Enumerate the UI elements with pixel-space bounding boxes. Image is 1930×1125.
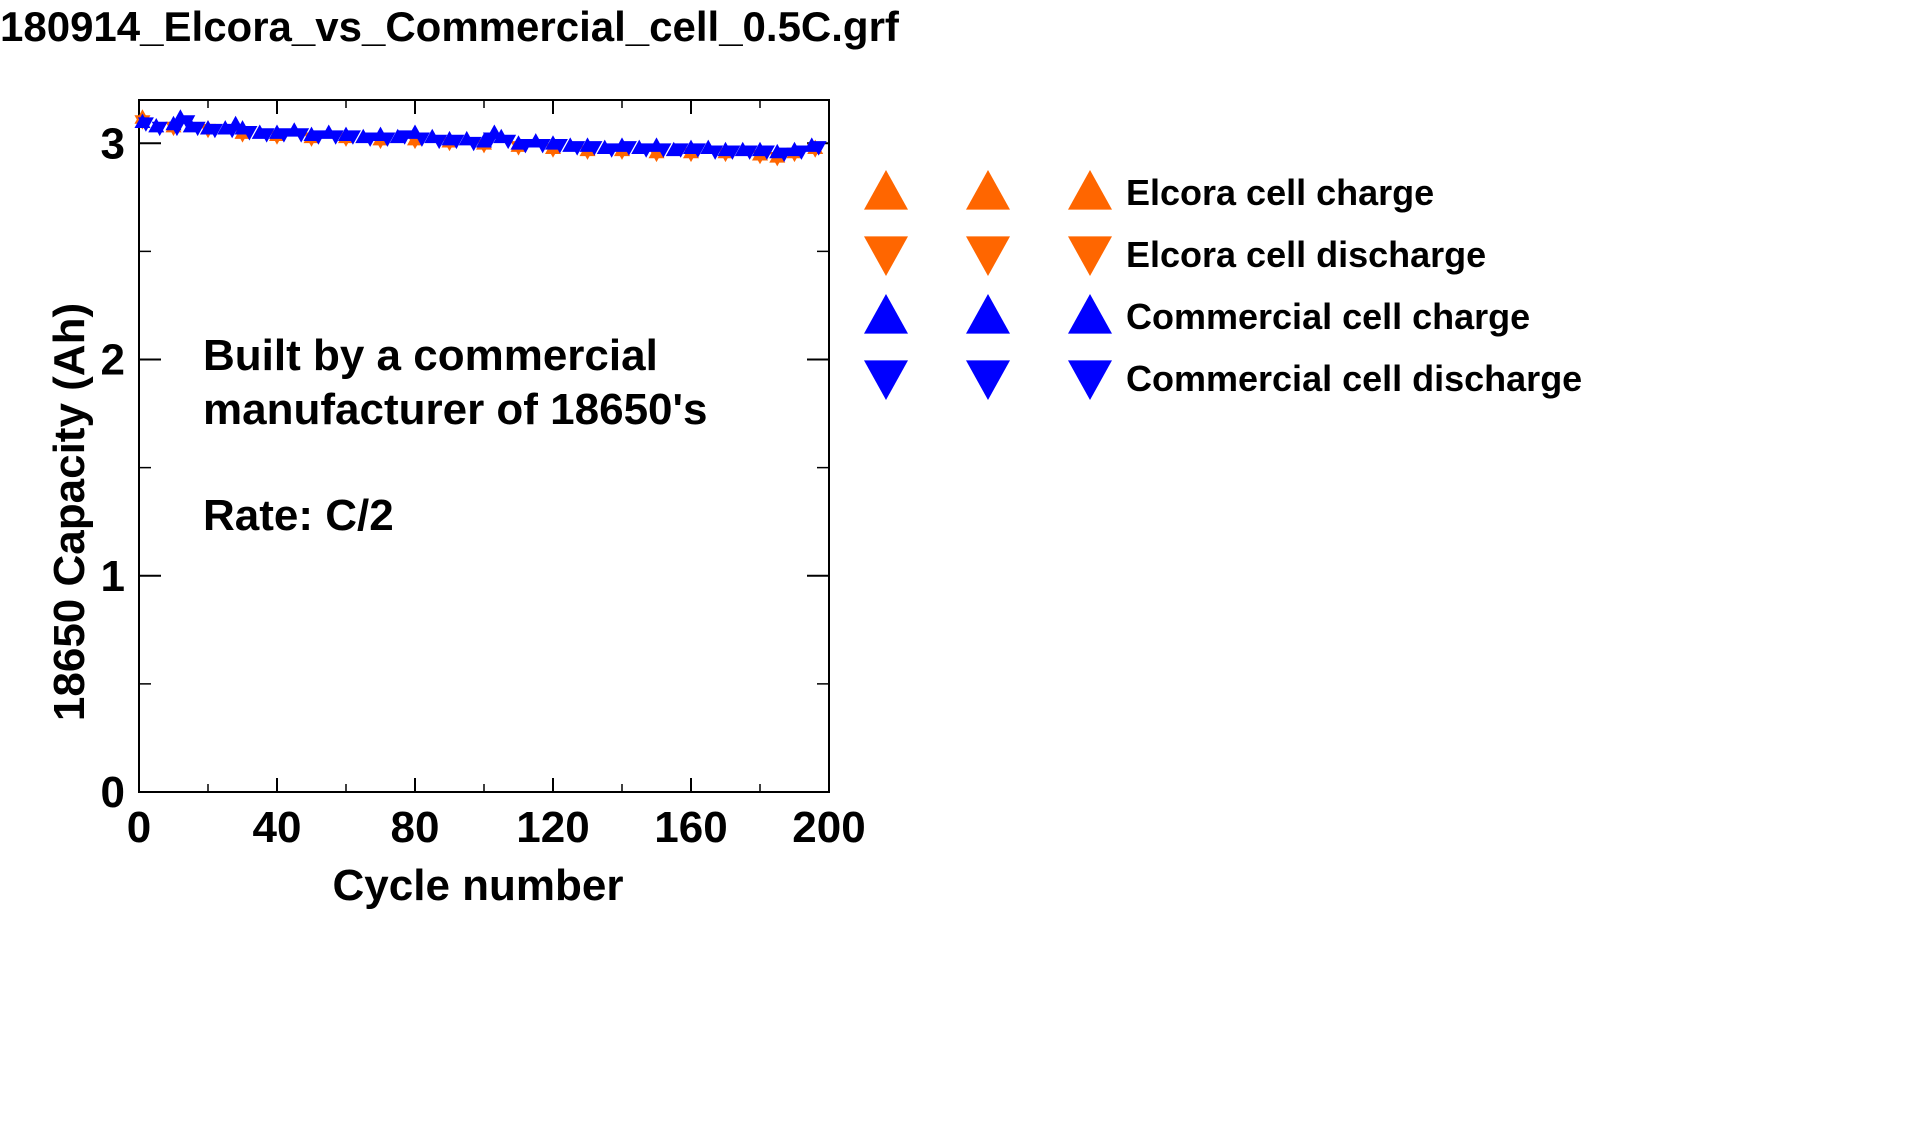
data-point xyxy=(707,145,724,160)
legend-label: Commercial cell discharge xyxy=(1126,358,1582,399)
y-tick-label: 3 xyxy=(101,119,125,168)
data-point xyxy=(603,143,620,158)
data-point xyxy=(758,145,775,160)
y-tick-label: 0 xyxy=(101,768,125,817)
x-tick-label: 200 xyxy=(792,803,865,852)
data-point xyxy=(206,123,223,139)
legend-marker xyxy=(966,294,1010,334)
data-point xyxy=(189,121,206,137)
annotation-line: Rate: C/2 xyxy=(203,491,394,540)
data-point xyxy=(137,117,154,132)
legend-item: Elcora cell charge xyxy=(864,170,1434,213)
data-point xyxy=(793,145,810,160)
data-point xyxy=(741,145,758,160)
legend-label: Elcora cell charge xyxy=(1126,172,1434,213)
legend-marker xyxy=(864,294,908,334)
data-point xyxy=(168,121,185,137)
x-tick-label: 160 xyxy=(654,803,727,852)
data-point xyxy=(389,128,406,144)
data-point xyxy=(310,130,327,145)
legend-marker xyxy=(864,360,908,400)
data-point xyxy=(689,143,706,158)
data-point xyxy=(258,128,275,143)
legend-marker xyxy=(864,170,908,210)
data-point xyxy=(179,115,196,130)
data-point xyxy=(620,141,637,156)
data-point xyxy=(151,121,168,137)
data-point xyxy=(465,136,482,152)
y-tick-label: 1 xyxy=(101,552,125,601)
legend-marker xyxy=(966,360,1010,400)
axis-ticks xyxy=(138,100,830,793)
chart-annotation: Built by a commercial manufacturer of 186… xyxy=(203,331,707,540)
x-axis-label: Cycle number xyxy=(333,861,624,910)
y-axis-label: 18650 Capacity (Ah) xyxy=(45,303,94,721)
legend-marker xyxy=(1068,360,1112,400)
legend-item: Elcora cell discharge xyxy=(864,234,1486,276)
annotation-line: Built by a commercial xyxy=(203,331,658,380)
data-point xyxy=(448,134,465,150)
x-tick-label: 40 xyxy=(253,803,302,852)
data-point xyxy=(724,145,741,160)
legend-marker xyxy=(1068,170,1112,210)
data-point xyxy=(586,141,603,156)
data-point xyxy=(396,130,413,145)
legend-marker xyxy=(966,170,1010,210)
data-point xyxy=(327,130,344,145)
data-point xyxy=(476,133,492,148)
data-point xyxy=(810,141,827,156)
legend-item: Commercial cell discharge xyxy=(864,358,1582,400)
legend: Elcora cell charge Elcora cell discharge C… xyxy=(864,170,1582,400)
data-point xyxy=(655,143,672,158)
data-point xyxy=(379,132,396,147)
tick-labels: 0 40 80 120 160 200 0 1 2 3 xyxy=(101,119,866,852)
data-point xyxy=(672,143,689,158)
data-point xyxy=(776,147,793,163)
data-point xyxy=(482,132,499,147)
x-tick-label: 0 xyxy=(127,803,151,852)
data-points xyxy=(134,109,827,167)
plot-area-border xyxy=(138,99,830,793)
data-point xyxy=(569,141,586,156)
data-point xyxy=(293,128,310,143)
legend-label: Commercial cell charge xyxy=(1126,296,1530,337)
data-point xyxy=(344,130,361,145)
data-point xyxy=(500,134,517,150)
data-point xyxy=(551,139,568,154)
x-tick-label: 80 xyxy=(391,803,440,852)
y-tick-label: 2 xyxy=(101,336,125,385)
legend-marker xyxy=(1068,236,1112,276)
data-point xyxy=(665,141,682,157)
data-point xyxy=(431,134,448,150)
series-commercial-cell-discharge xyxy=(137,115,827,163)
data-point xyxy=(224,123,241,139)
legend-item: Commercial cell charge xyxy=(864,294,1530,337)
data-point xyxy=(241,126,258,141)
legend-marker xyxy=(864,236,908,276)
legend-marker xyxy=(1068,294,1112,334)
legend-marker xyxy=(966,236,1010,276)
data-point xyxy=(517,139,534,154)
annotation-line: manufacturer of 18650's xyxy=(203,385,707,434)
page-title: 180914_Elcora_vs_Commercial_cell_0.5C.gr… xyxy=(0,3,899,50)
data-point xyxy=(534,139,551,154)
legend-label: Elcora cell discharge xyxy=(1126,234,1486,275)
data-point xyxy=(275,128,292,143)
data-point xyxy=(362,132,379,147)
data-point xyxy=(638,143,655,158)
data-point xyxy=(413,132,430,147)
plot-frame xyxy=(138,99,830,793)
x-tick-label: 120 xyxy=(516,803,589,852)
